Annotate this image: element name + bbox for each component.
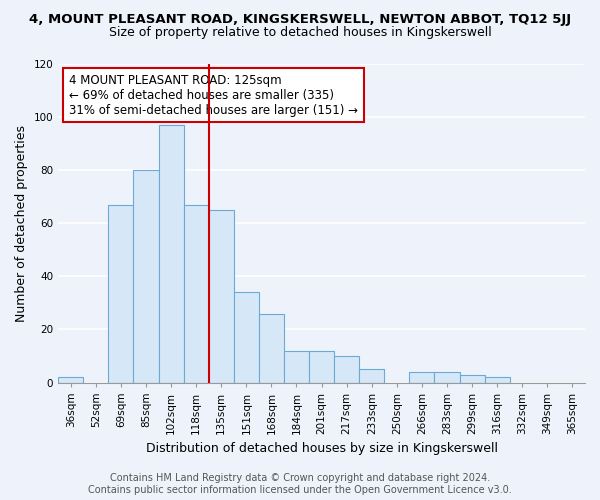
Bar — [309, 350, 334, 382]
Bar — [460, 374, 485, 382]
Text: 4 MOUNT PLEASANT ROAD: 125sqm
← 69% of detached houses are smaller (335)
31% of : 4 MOUNT PLEASANT ROAD: 125sqm ← 69% of d… — [69, 74, 358, 116]
Bar — [409, 372, 434, 382]
Bar — [209, 210, 234, 382]
Text: Contains HM Land Registry data © Crown copyright and database right 2024.
Contai: Contains HM Land Registry data © Crown c… — [88, 474, 512, 495]
Bar — [485, 377, 510, 382]
X-axis label: Distribution of detached houses by size in Kingskerswell: Distribution of detached houses by size … — [146, 442, 497, 455]
Bar — [109, 204, 133, 382]
Bar — [334, 356, 359, 382]
Text: Size of property relative to detached houses in Kingskerswell: Size of property relative to detached ho… — [109, 26, 491, 39]
Bar — [58, 377, 83, 382]
Bar — [184, 204, 209, 382]
Bar — [434, 372, 460, 382]
Bar — [234, 292, 259, 382]
Text: 4, MOUNT PLEASANT ROAD, KINGSKERSWELL, NEWTON ABBOT, TQ12 5JJ: 4, MOUNT PLEASANT ROAD, KINGSKERSWELL, N… — [29, 12, 571, 26]
Bar — [158, 125, 184, 382]
Y-axis label: Number of detached properties: Number of detached properties — [15, 125, 28, 322]
Bar — [284, 350, 309, 382]
Bar — [259, 314, 284, 382]
Bar — [359, 369, 385, 382]
Bar — [133, 170, 158, 382]
